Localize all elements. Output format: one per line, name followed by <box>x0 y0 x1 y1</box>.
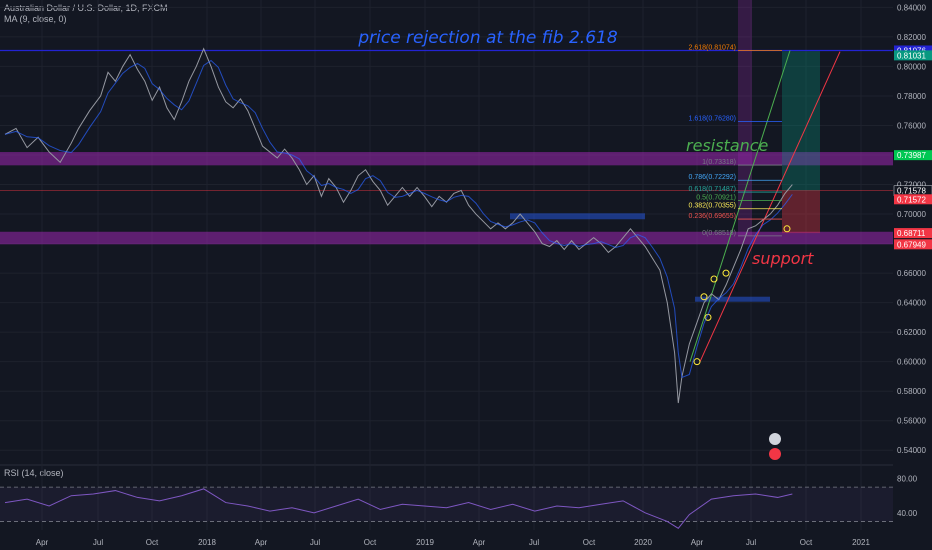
x-tick-label: Oct <box>800 538 813 547</box>
y-tick-label: 0.78000 <box>897 92 926 101</box>
fib-label: 1.618(0.76280) <box>689 115 736 122</box>
x-tick-label: 2019 <box>416 538 434 547</box>
fib-label: 0.236(0.69655) <box>689 213 736 220</box>
x-tick-label: Apr <box>255 538 268 547</box>
y-tick-label: 0.56000 <box>897 417 926 426</box>
x-tick-label: Jul <box>529 538 539 547</box>
trend-line <box>699 51 841 362</box>
price-tag-label: 0.81031 <box>897 51 926 60</box>
price-tag-label: 0.73987 <box>897 151 926 160</box>
fib-label: 0.5(0.70921) <box>696 194 736 201</box>
price-tag-label: 0.67949 <box>897 240 926 249</box>
fib-levels: 2.618(0.81074) 1.618(0.76280) 1(0.73318) 0.… <box>689 45 782 237</box>
event-flag-icon[interactable] <box>769 448 781 460</box>
y-tick-label: 0.72000 <box>897 181 926 190</box>
y-tick-label: 0.64000 <box>897 299 926 308</box>
x-tick-label: Oct <box>583 538 596 547</box>
pivot-marker <box>783 225 791 233</box>
long-position-loss <box>782 190 820 234</box>
x-tick-label: 2020 <box>634 538 652 547</box>
price-tag-label: 0.71578 <box>897 187 926 196</box>
y-tick-label: 0.62000 <box>897 328 926 337</box>
price-tags: 0.810760.810310.739870.715780.715720.687… <box>893 45 932 250</box>
price-tag <box>894 228 932 239</box>
x-tick-label: Oct <box>364 538 377 547</box>
ma-indicator-label[interactable]: MA (9, close, 0) <box>4 14 67 24</box>
rsi-line <box>4 488 793 529</box>
price-tag-label: 0.71572 <box>897 195 926 204</box>
demand-box <box>510 213 645 220</box>
x-tick-label: Oct <box>146 538 159 547</box>
pivot-marker <box>693 358 701 366</box>
pivot-marker <box>722 269 730 277</box>
price-series <box>4 47 793 404</box>
price-axis-bg <box>893 0 932 550</box>
x-tick-label: Apr <box>691 538 704 547</box>
price-tag-label: 0.68711 <box>897 229 926 238</box>
fib-label: 1(0.73318) <box>702 159 736 166</box>
event-flag-icon[interactable] <box>769 433 781 445</box>
long-position-profit <box>782 51 820 191</box>
rsi-indicator-label[interactable]: RSI (14, close) <box>4 468 64 478</box>
ma-line <box>4 59 793 379</box>
y-tick-label: 0.82000 <box>897 33 926 42</box>
support-zone <box>0 231 893 245</box>
y-tick-label: 0.80000 <box>897 62 926 71</box>
x-tick-label: Jul <box>93 538 103 547</box>
x-tick-label: Apr <box>36 538 49 547</box>
annotation-resistance: resistance <box>686 136 769 155</box>
y-tick-label: 0.60000 <box>897 358 926 367</box>
x-tick-label: 2021 <box>852 538 870 547</box>
vertical-range <box>738 0 752 236</box>
rsi-tick-label: 40.00 <box>897 509 918 518</box>
x-tick-label: Apr <box>473 538 486 547</box>
fib-label: 0(0.68518) <box>702 230 736 237</box>
demand-box <box>695 296 770 302</box>
drawings <box>689 0 841 366</box>
price-tag <box>894 194 932 205</box>
y-tick-label: 0.66000 <box>897 269 926 278</box>
symbol-title[interactable]: Australian Dollar / U.S. Dollar, 1D, FXC… <box>4 3 168 13</box>
rsi-pane: 80.00 40.00 <box>0 475 918 529</box>
y-tick-label: 0.70000 <box>897 210 926 219</box>
x-tick-label: Jul <box>310 538 320 547</box>
y-tick-label: 0.84000 <box>897 3 926 12</box>
resistance-zone <box>0 152 893 166</box>
y-tick-label: 0.76000 <box>897 121 926 130</box>
rsi-band <box>0 487 893 522</box>
y-tick-label: 0.58000 <box>897 387 926 396</box>
x-tick-label: Jul <box>746 538 756 547</box>
pivot-marker <box>700 293 708 301</box>
price-tag <box>894 239 932 250</box>
x-tick-label: 2018 <box>198 538 216 547</box>
price-tag <box>894 50 932 61</box>
annotation-support: support <box>752 249 814 268</box>
fib-label: 0.382(0.70355) <box>689 203 736 210</box>
y-tick-label: 0.54000 <box>897 446 926 455</box>
rsi-tick-label: 80.00 <box>897 475 918 484</box>
annotation-title: price rejection at the fib 2.618 <box>357 28 617 48</box>
fib-label: 0.786(0.72292) <box>689 174 736 181</box>
fib-label: 0.618(0.71487) <box>689 186 736 193</box>
price-line <box>4 47 793 404</box>
trend-line <box>689 50 791 362</box>
pivot-marker <box>710 275 718 283</box>
fib-label: 2.618(0.81074) <box>689 45 736 52</box>
y-axis: 0.840000.820000.800000.780000.760000.740… <box>897 3 926 455</box>
x-axis: Apr Jul Oct 2018 Apr Jul Oct 2019 Apr Jul Oct 2020 A… <box>36 538 871 547</box>
price-tag <box>894 150 932 161</box>
zones <box>0 49 893 302</box>
